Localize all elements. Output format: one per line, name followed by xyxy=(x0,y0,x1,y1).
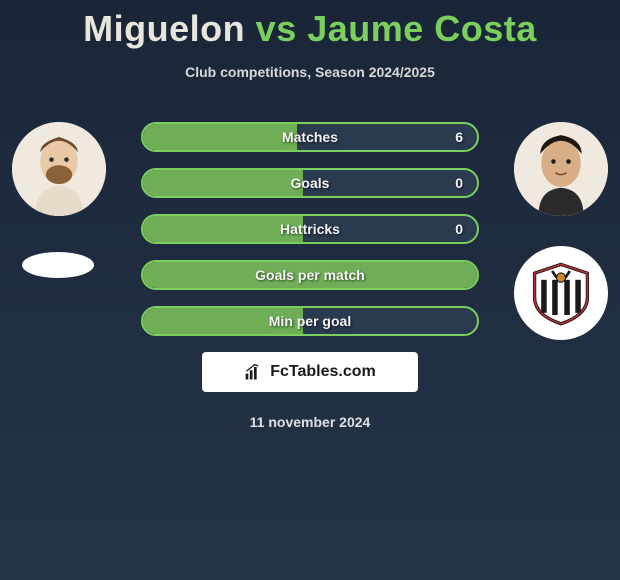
stat-bar-value: 6 xyxy=(455,124,463,150)
avatar-male-1-icon xyxy=(12,122,106,216)
stat-bar-value: 0 xyxy=(455,216,463,242)
player1-club-badge xyxy=(22,252,94,278)
player2-avatar xyxy=(514,122,608,216)
date-text: 11 november 2024 xyxy=(0,414,620,430)
stat-bar-label: Matches xyxy=(143,124,477,150)
stat-bar: Matches6 xyxy=(141,122,479,152)
stat-bar: Goals per match xyxy=(141,260,479,290)
stat-bar-value: 0 xyxy=(455,170,463,196)
club-shield-icon xyxy=(528,260,594,326)
player1-avatar xyxy=(12,122,106,216)
player2-name: Jaume Costa xyxy=(307,8,537,49)
comparison-content: Matches6Goals0Hattricks0Goals per matchM… xyxy=(0,122,620,430)
vs-text: vs xyxy=(256,8,297,49)
player2-club-badge xyxy=(514,246,608,340)
stat-bar: Min per goal xyxy=(141,306,479,336)
page-title: Miguelon vs Jaume Costa xyxy=(0,0,620,50)
stat-bar: Goals0 xyxy=(141,168,479,198)
stat-bar-label: Goals per match xyxy=(143,262,477,288)
branding-logo[interactable]: FcTables.com xyxy=(202,352,418,392)
stats-bars: Matches6Goals0Hattricks0Goals per matchM… xyxy=(141,122,479,336)
player1-name: Miguelon xyxy=(83,8,245,49)
stat-bar-label: Hattricks xyxy=(143,216,477,242)
stat-bar-label: Min per goal xyxy=(143,308,477,334)
bar-chart-icon xyxy=(244,362,264,382)
stat-bar: Hattricks0 xyxy=(141,214,479,244)
subtitle: Club competitions, Season 2024/2025 xyxy=(0,64,620,80)
stat-bar-label: Goals xyxy=(143,170,477,196)
branding-logo-text: FcTables.com xyxy=(270,363,376,381)
avatar-male-2-icon xyxy=(514,122,608,216)
